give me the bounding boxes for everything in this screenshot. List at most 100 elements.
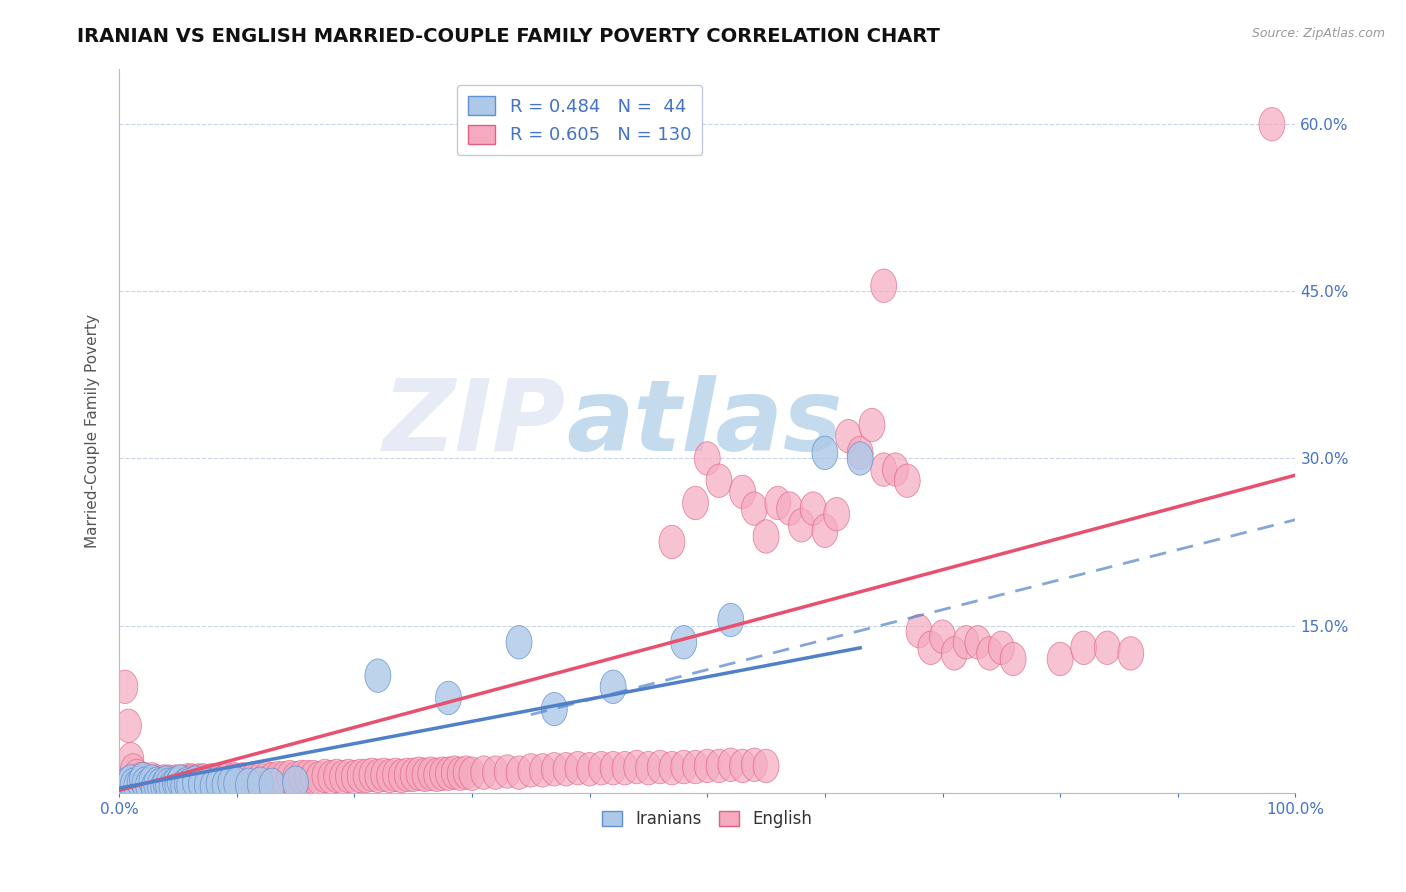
Ellipse shape	[695, 442, 720, 475]
Ellipse shape	[353, 759, 380, 793]
Ellipse shape	[283, 762, 308, 795]
Ellipse shape	[135, 768, 162, 802]
Ellipse shape	[942, 637, 967, 670]
Ellipse shape	[221, 763, 247, 796]
Ellipse shape	[264, 762, 291, 795]
Ellipse shape	[382, 758, 409, 791]
Ellipse shape	[870, 269, 897, 302]
Ellipse shape	[159, 766, 186, 799]
Ellipse shape	[741, 491, 768, 525]
Ellipse shape	[1000, 642, 1026, 675]
Ellipse shape	[129, 763, 156, 796]
Ellipse shape	[706, 749, 733, 782]
Ellipse shape	[800, 491, 827, 525]
Ellipse shape	[1071, 632, 1097, 665]
Ellipse shape	[247, 763, 273, 796]
Ellipse shape	[148, 768, 173, 802]
Ellipse shape	[659, 751, 685, 785]
Ellipse shape	[174, 764, 200, 797]
Ellipse shape	[159, 769, 186, 803]
Ellipse shape	[165, 768, 191, 802]
Ellipse shape	[436, 757, 461, 790]
Ellipse shape	[150, 764, 177, 798]
Ellipse shape	[183, 764, 208, 798]
Ellipse shape	[112, 670, 138, 704]
Ellipse shape	[682, 486, 709, 520]
Ellipse shape	[811, 514, 838, 548]
Ellipse shape	[129, 764, 156, 798]
Ellipse shape	[167, 764, 193, 798]
Ellipse shape	[218, 764, 243, 798]
Ellipse shape	[132, 763, 157, 796]
Ellipse shape	[163, 767, 188, 800]
Ellipse shape	[148, 767, 173, 800]
Ellipse shape	[118, 742, 143, 776]
Ellipse shape	[188, 764, 214, 798]
Ellipse shape	[128, 766, 153, 799]
Ellipse shape	[430, 757, 456, 790]
Ellipse shape	[271, 762, 297, 795]
Ellipse shape	[194, 764, 221, 798]
Ellipse shape	[318, 760, 343, 794]
Ellipse shape	[671, 625, 696, 659]
Ellipse shape	[163, 764, 188, 798]
Ellipse shape	[124, 759, 149, 793]
Ellipse shape	[214, 763, 240, 796]
Ellipse shape	[436, 681, 461, 714]
Ellipse shape	[259, 768, 285, 802]
Ellipse shape	[811, 436, 838, 469]
Ellipse shape	[441, 756, 467, 789]
Ellipse shape	[517, 754, 544, 787]
Ellipse shape	[288, 760, 315, 794]
Ellipse shape	[347, 759, 373, 793]
Ellipse shape	[453, 756, 479, 789]
Ellipse shape	[754, 749, 779, 782]
Ellipse shape	[835, 419, 862, 453]
Ellipse shape	[139, 764, 165, 798]
Y-axis label: Married-Couple Family Poverty: Married-Couple Family Poverty	[86, 314, 100, 548]
Ellipse shape	[1094, 632, 1121, 665]
Ellipse shape	[659, 525, 685, 558]
Ellipse shape	[730, 749, 755, 782]
Ellipse shape	[307, 762, 332, 795]
Ellipse shape	[183, 766, 208, 799]
Ellipse shape	[132, 767, 157, 800]
Ellipse shape	[247, 767, 273, 800]
Ellipse shape	[366, 659, 391, 692]
Ellipse shape	[174, 767, 200, 800]
Ellipse shape	[242, 762, 267, 795]
Ellipse shape	[565, 751, 591, 785]
Ellipse shape	[359, 758, 385, 791]
Ellipse shape	[177, 764, 202, 798]
Ellipse shape	[229, 763, 256, 796]
Ellipse shape	[156, 764, 181, 798]
Ellipse shape	[115, 709, 142, 742]
Ellipse shape	[718, 603, 744, 637]
Ellipse shape	[600, 751, 626, 785]
Ellipse shape	[883, 453, 908, 486]
Ellipse shape	[789, 508, 814, 542]
Ellipse shape	[135, 764, 162, 798]
Ellipse shape	[150, 769, 177, 803]
Ellipse shape	[121, 768, 146, 802]
Ellipse shape	[388, 759, 415, 793]
Ellipse shape	[207, 767, 232, 800]
Ellipse shape	[776, 491, 803, 525]
Ellipse shape	[277, 760, 302, 794]
Ellipse shape	[965, 625, 991, 659]
Ellipse shape	[112, 771, 138, 804]
Ellipse shape	[1047, 642, 1073, 675]
Ellipse shape	[259, 763, 285, 796]
Ellipse shape	[212, 764, 238, 797]
Ellipse shape	[170, 769, 197, 803]
Ellipse shape	[418, 757, 444, 790]
Ellipse shape	[530, 754, 555, 787]
Ellipse shape	[236, 768, 262, 802]
Legend: Iranians, English: Iranians, English	[596, 804, 818, 835]
Text: ZIP: ZIP	[382, 375, 567, 472]
Ellipse shape	[186, 764, 212, 797]
Ellipse shape	[953, 625, 979, 659]
Ellipse shape	[824, 498, 849, 531]
Ellipse shape	[1258, 108, 1285, 141]
Ellipse shape	[458, 757, 485, 790]
